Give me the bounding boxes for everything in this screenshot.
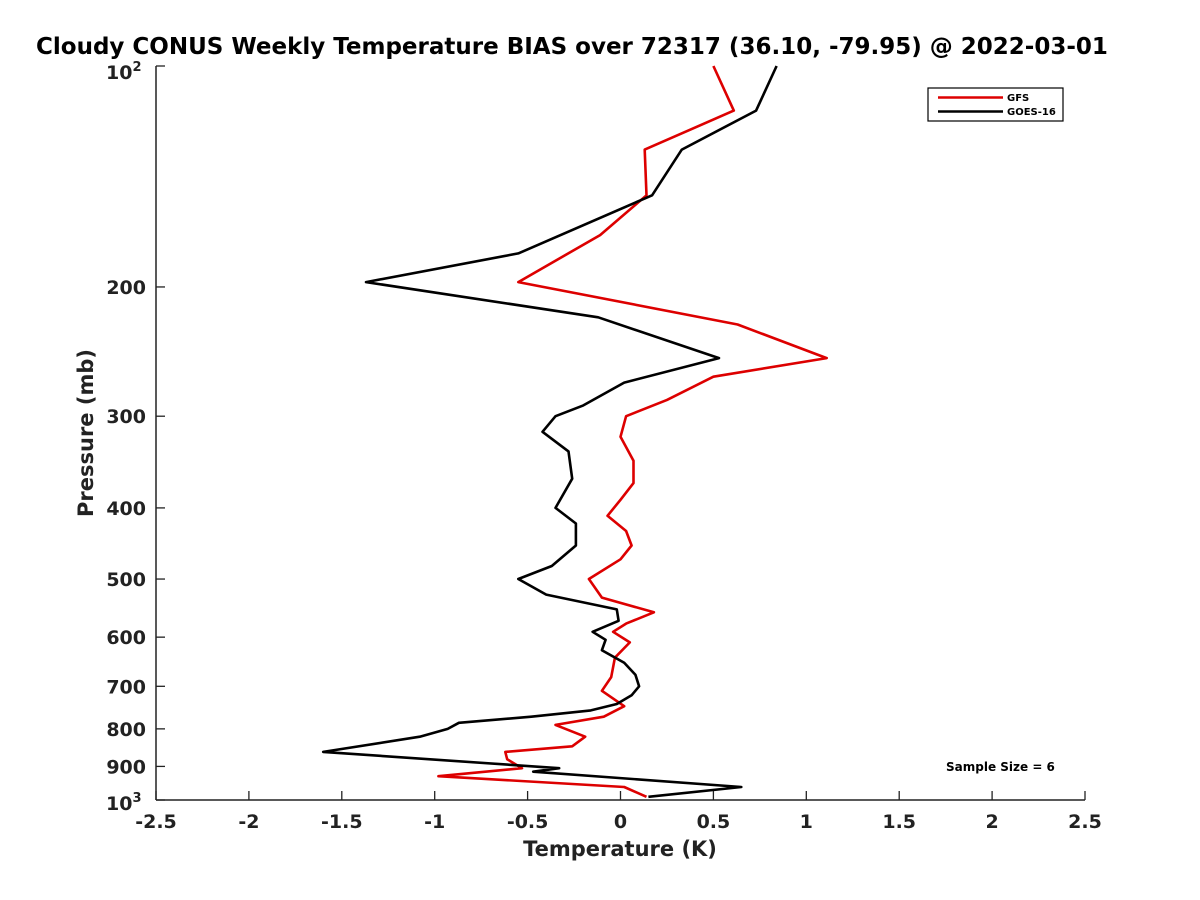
y-tick-label: 200 (106, 277, 146, 299)
x-tick-label: -2 (238, 811, 259, 833)
y-tick-label-bottom: 103 (106, 791, 142, 815)
x-tick-label: -0.5 (507, 811, 549, 833)
x-axis-label: Temperature (K) (523, 837, 717, 861)
x-tick-label: -1 (424, 811, 445, 833)
y-bottom-base: 10 (106, 793, 132, 815)
series-line-goes-16 (321, 65, 778, 799)
sample-size-annotation: Sample Size = 6 (946, 760, 1055, 774)
y-tick-label: 800 (106, 719, 146, 741)
chart-title: Cloudy CONUS Weekly Temperature BIAS ove… (36, 34, 1108, 60)
y-tick-label: 500 (106, 569, 146, 591)
y-tick-label: 400 (106, 498, 146, 520)
series-layer (321, 65, 829, 799)
y-top-base: 10 (106, 62, 132, 84)
series-line-gfs (437, 65, 829, 798)
y-tick-label: 300 (106, 406, 146, 428)
y-tick-label-top: 102 (106, 60, 142, 84)
x-tick-label: -1.5 (321, 811, 363, 833)
y-axis-label: Pressure (mb) (74, 349, 98, 517)
legend: GFS GOES-16 (927, 87, 1064, 122)
x-tick-label: 1.5 (882, 811, 916, 833)
x-tick-label: 2.5 (1068, 811, 1102, 833)
y-tick-label: 700 (106, 676, 146, 698)
y-ticks: 200 300 400 500 600 700 800 900 (106, 65, 165, 801)
y-tick-label: 600 (106, 627, 146, 649)
y-bottom-exp: 3 (132, 791, 141, 806)
x-tick-label: 0 (614, 811, 627, 833)
x-tick-label: 2 (985, 811, 998, 833)
y-tick-label: 900 (106, 756, 146, 778)
legend-label-gfs: GFS (1007, 93, 1029, 104)
x-ticks: -2.5 -2 -1.5 -1 -0.5 0 0.5 1 1.5 2 2.5 (135, 791, 1102, 833)
legend-box (927, 87, 1064, 122)
y-top-exp: 2 (132, 60, 141, 75)
legend-label-goes16: GOES-16 (1007, 107, 1056, 118)
x-tick-label: 1 (800, 811, 813, 833)
x-tick-label: -2.5 (135, 811, 177, 833)
x-tick-label: 0.5 (697, 811, 731, 833)
